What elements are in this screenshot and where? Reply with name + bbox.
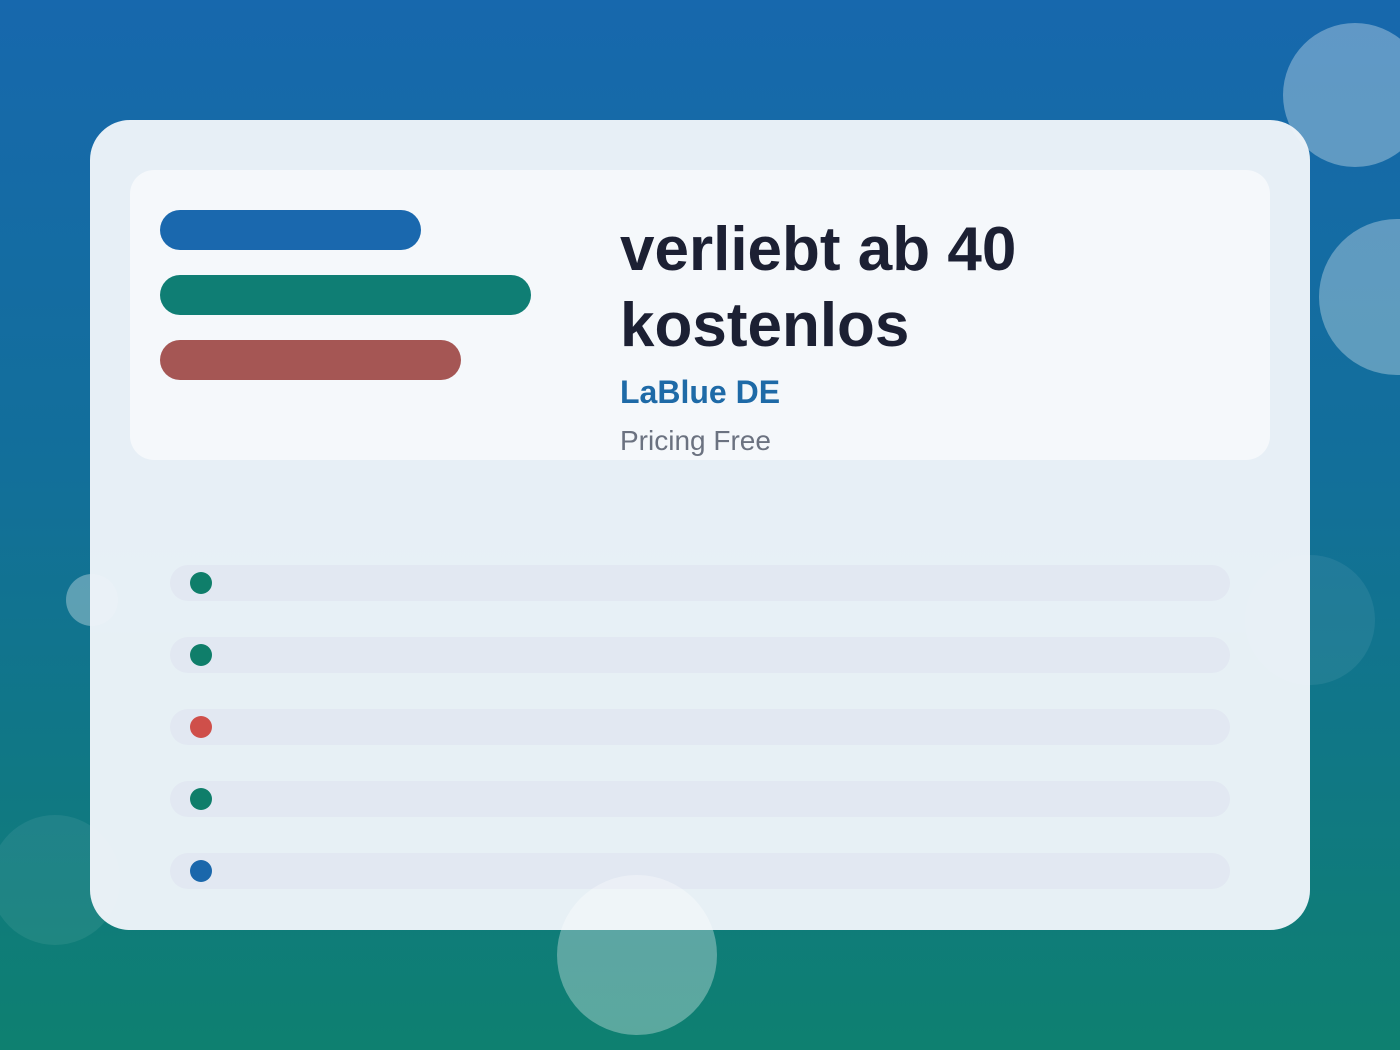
list-row: [170, 853, 1230, 889]
status-dot: [190, 644, 212, 666]
list-row: [170, 781, 1230, 817]
accent-bar: [160, 275, 531, 315]
header-panel: verliebt ab 40 kostenlos LaBlue DE Prici…: [130, 170, 1270, 460]
decor-bubble: [1319, 219, 1400, 375]
card: verliebt ab 40 kostenlos LaBlue DE Prici…: [90, 120, 1310, 930]
list-row: [170, 565, 1230, 601]
brand: LaBlue DE: [620, 374, 781, 410]
status-dot: [190, 860, 212, 882]
decor-bubble: [557, 875, 717, 1035]
status-dot: [190, 572, 212, 594]
list-row: [170, 637, 1230, 673]
status-dot: [190, 788, 212, 810]
accent-bar: [160, 340, 461, 380]
list-row: [170, 709, 1230, 745]
pricing: Pricing Free: [620, 425, 771, 456]
status-dot: [190, 716, 212, 738]
accent-bar: [160, 210, 421, 250]
title: verliebt ab 40 kostenlos: [620, 215, 1017, 360]
